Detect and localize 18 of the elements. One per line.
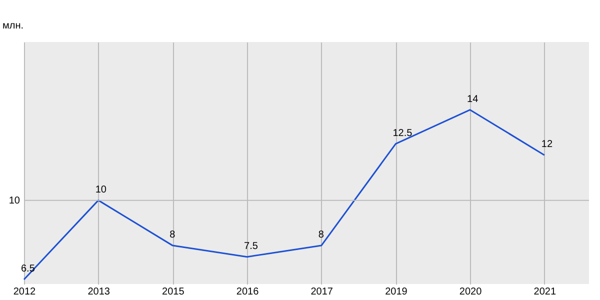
data-label: 14 bbox=[467, 94, 479, 105]
data-label: 7.5 bbox=[244, 240, 258, 252]
x-tick-label: 2013 bbox=[88, 286, 110, 298]
x-tick-label: 2019 bbox=[385, 286, 408, 298]
data-label: 12.5 bbox=[392, 128, 413, 139]
x-tick-label: 2012 bbox=[13, 286, 36, 298]
x-tick-label: 2020 bbox=[459, 286, 482, 298]
x-tick-label: 2021 bbox=[534, 286, 556, 298]
data-label: 6.5 bbox=[21, 263, 36, 274]
x-tick-label: 2016 bbox=[236, 286, 260, 298]
ref-line-label: 10 bbox=[8, 195, 20, 206]
data-label: 8 bbox=[318, 230, 324, 241]
x-tick-label: 2015 bbox=[162, 286, 185, 298]
x-tick-label: 2017 bbox=[310, 286, 334, 298]
y-axis-title: млн. bbox=[2, 20, 24, 32]
data-label: 8 bbox=[170, 230, 176, 241]
data-label: 12 bbox=[541, 139, 553, 150]
data-label: 10 bbox=[95, 184, 107, 196]
